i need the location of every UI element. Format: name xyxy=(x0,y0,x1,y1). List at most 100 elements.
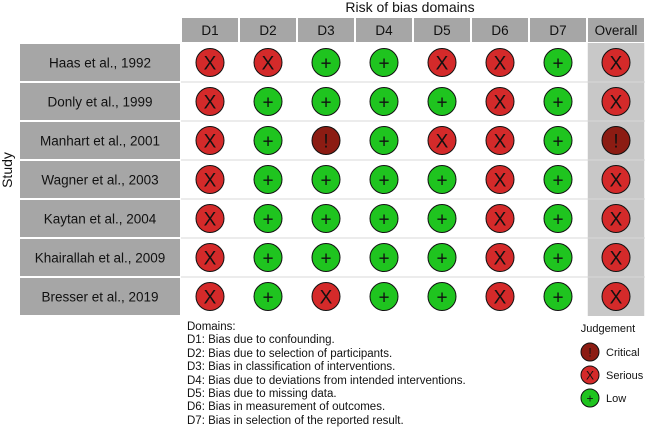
cell-d1-serious: X xyxy=(195,165,225,194)
judgement-symbol-serious: X xyxy=(494,170,507,191)
judgement-symbol-low: + xyxy=(552,170,563,191)
judgement-circle-low xyxy=(253,204,283,233)
domain-d2-description: D2: Bias due to selection of participant… xyxy=(187,347,393,360)
cell-overall-serious: X xyxy=(601,87,631,116)
judgement-circle-serious xyxy=(253,48,283,77)
column-header-box-d2 xyxy=(240,18,296,42)
cell-d2-serious: X xyxy=(253,48,283,77)
judgement-circle-low xyxy=(543,243,573,272)
column-header-d7: D7 xyxy=(549,23,566,38)
judgement-circle-critical xyxy=(580,342,600,362)
judgement-symbol-serious: X xyxy=(204,131,217,152)
cell-d6-serious: X xyxy=(485,243,515,272)
legend-label-low: Low xyxy=(606,393,626,405)
cell-d7-low: + xyxy=(543,87,573,116)
column-header-d3: D3 xyxy=(317,23,334,38)
judgement-circle-low xyxy=(253,243,283,272)
domain-d5-description: D5: Bias due to missing data. xyxy=(187,388,337,401)
cell-d3-critical: ! xyxy=(311,126,341,155)
cell-overall-serious: X xyxy=(601,204,631,233)
cell-d6-serious: X xyxy=(485,87,515,116)
judgement-circle-low xyxy=(543,204,573,233)
judgement-circle-low xyxy=(253,165,283,194)
judgement-symbol-low: + xyxy=(320,248,331,269)
judgement-circle-serious xyxy=(427,48,457,77)
cell-d1-serious: X xyxy=(195,243,225,272)
study-label-box xyxy=(20,122,180,159)
cell-d2-low: + xyxy=(253,243,283,272)
study-label: Wagner et al., 2003 xyxy=(41,173,158,188)
judgement-symbol-serious: X xyxy=(494,131,507,152)
judgement-circle-serious xyxy=(485,48,515,77)
judgement-circle-low xyxy=(543,87,573,116)
judgement-symbol-low: + xyxy=(436,248,447,269)
judgement-circle-critical xyxy=(601,126,631,155)
judgement-circle-low xyxy=(369,204,399,233)
cell-d5-serious: X xyxy=(427,48,457,77)
judgement-circle-serious xyxy=(580,365,600,385)
judgement-symbol-serious: X xyxy=(320,287,333,308)
judgement-symbol-low: + xyxy=(586,391,593,405)
cell-d7-low: + xyxy=(543,48,573,77)
judgement-symbol-critical: ! xyxy=(588,345,591,359)
cell-d2-low: + xyxy=(253,165,283,194)
judgement-circle-serious xyxy=(195,87,225,116)
judgement-symbol-low: + xyxy=(262,248,273,269)
judgement-symbol-low: + xyxy=(320,170,331,191)
cell-d3-serious: X xyxy=(311,282,341,311)
judgement-symbol-critical: ! xyxy=(613,131,618,152)
judgement-symbol-serious: X xyxy=(610,170,623,191)
cell-d5-low: + xyxy=(427,243,457,272)
judgement-circle-serious xyxy=(601,204,631,233)
judgement-circle-low xyxy=(427,165,457,194)
judgement-circle-low xyxy=(369,282,399,311)
judgement-circle-serious xyxy=(485,87,515,116)
legend-label-critical: Critical xyxy=(606,347,640,359)
cell-d2-low: + xyxy=(253,87,283,116)
judgement-symbol-low: + xyxy=(320,92,331,113)
study-label-box xyxy=(20,44,180,81)
judgement-circle-serious xyxy=(601,282,631,311)
judgement-circle-serious xyxy=(601,243,631,272)
judgement-symbol-low: + xyxy=(552,53,563,74)
judgement-circle-low xyxy=(543,126,573,155)
study-label-box xyxy=(20,278,180,315)
cell-d3-low: + xyxy=(311,243,341,272)
judgement-circle-serious xyxy=(195,204,225,233)
judgement-circle-low xyxy=(543,165,573,194)
cell-d3-low: + xyxy=(311,204,341,233)
judgement-symbol-low: + xyxy=(436,287,447,308)
study-label: Haas et al., 1992 xyxy=(49,56,151,71)
judgement-symbol-low: + xyxy=(552,287,563,308)
cell-d4-low: + xyxy=(369,282,399,311)
cell-d4-low: + xyxy=(369,165,399,194)
judgement-circle-serious xyxy=(195,243,225,272)
judgement-symbol-serious: X xyxy=(494,53,507,74)
column-header-d4: D4 xyxy=(375,23,393,38)
judgement-symbol-low: + xyxy=(436,92,447,113)
judgement-circle-serious xyxy=(195,126,225,155)
judgement-symbol-low: + xyxy=(262,209,273,230)
cell-overall-serious: X xyxy=(601,165,631,194)
judgement-legend-title: Judgement xyxy=(581,323,635,335)
judgement-symbol-low: + xyxy=(436,209,447,230)
cell-d2-low: + xyxy=(253,282,283,311)
judgement-symbol-low: + xyxy=(552,92,563,113)
judgement-circle-low xyxy=(427,204,457,233)
y-axis-label: Study xyxy=(0,152,15,188)
judgement-symbol-low: + xyxy=(262,170,273,191)
judgement-circle-low xyxy=(427,243,457,272)
cell-d1-serious: X xyxy=(195,282,225,311)
study-label: Khairallah et al., 2009 xyxy=(35,251,166,266)
column-header-overall: Overall xyxy=(595,23,638,38)
judgement-symbol-low: + xyxy=(378,170,389,191)
judgement-symbol-serious: X xyxy=(436,53,449,74)
cell-d1-serious: X xyxy=(195,48,225,77)
judgement-symbol-low: + xyxy=(552,248,563,269)
cell-d2-low: + xyxy=(253,126,283,155)
chart-title: Risk of bias domains xyxy=(345,0,474,15)
judgement-symbol-serious: X xyxy=(494,92,507,113)
judgement-circle-low xyxy=(580,388,600,408)
domain-d7-description: D7: Bias in selection of the reported re… xyxy=(187,414,404,427)
judgement-symbol-serious: X xyxy=(610,53,623,74)
